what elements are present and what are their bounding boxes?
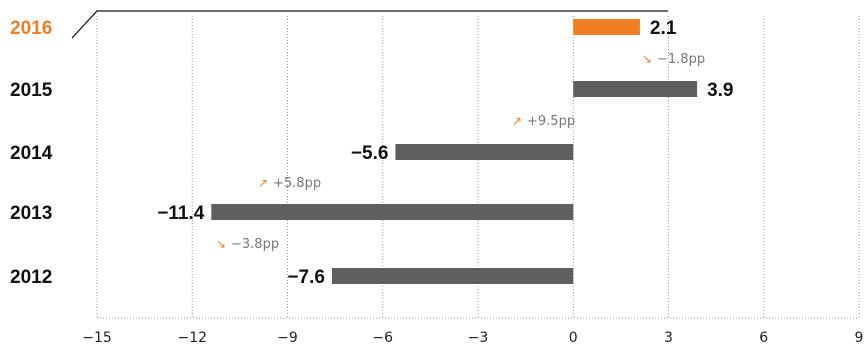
category-label: 2014 [10,143,53,164]
arrow-up-right-icon: ↗ [258,176,268,190]
bar [331,268,574,284]
x-tick-label: −3 [468,330,489,346]
value-label: 2.1 [650,18,677,39]
bar [573,81,698,97]
value-label: −7.6 [287,267,325,288]
arrow-down-right-icon: ↘ [642,52,652,66]
category-label: 2015 [10,80,53,101]
x-tick-label: 9 [855,330,864,346]
arrow-up-right-icon: ↗ [512,114,522,128]
value-label: −11.4 [157,203,204,224]
bar [395,144,574,160]
highlight-header-line [71,10,668,39]
change-label: −1.8pp [657,52,705,67]
x-tick-label: −6 [372,330,393,346]
change-label: +5.8pp [273,176,321,191]
category-label: 2016 [10,18,52,39]
change-label: +9.5pp [527,114,575,129]
x-tick-label: −15 [82,330,112,346]
x-tick-label: 6 [759,330,768,346]
value-label: 3.9 [707,80,733,101]
x-tick-label: −12 [177,330,207,346]
arrow-down-right-icon: ↘ [216,237,226,251]
x-tick-label: −9 [277,330,298,346]
value-label: −5.6 [351,143,389,164]
change-label: −3.8pp [231,237,279,252]
category-label: 2012 [10,267,52,288]
x-tick-label: 3 [664,330,673,346]
bar [211,204,574,220]
bar [573,19,640,35]
x-tick-label: 0 [569,330,578,346]
category-label: 2013 [10,203,52,224]
